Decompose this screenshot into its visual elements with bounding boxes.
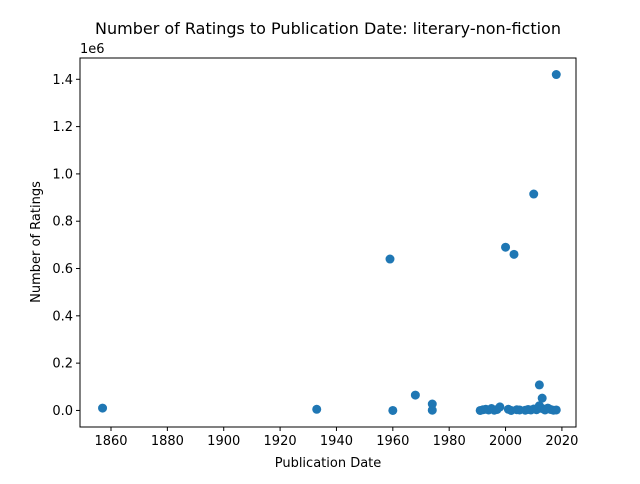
y-tick-label: 0.0 [52, 404, 73, 419]
data-point [427, 405, 437, 415]
data-point [551, 70, 561, 80]
x-tick-label: 1980 [433, 434, 466, 449]
plot-area [98, 70, 561, 415]
data-point [385, 254, 395, 264]
y-tick-label: 1.4 [52, 73, 73, 88]
data-point [427, 399, 437, 409]
y-offset-label: 1e6 [80, 42, 105, 57]
data-point [495, 402, 505, 412]
x-axis: 1860 1880 1900 1920 1940 1960 1980 2000 2020 [94, 427, 578, 449]
data-point [312, 404, 322, 414]
x-tick-label: 1860 [94, 434, 127, 449]
data-point [534, 380, 544, 390]
data-point [388, 405, 398, 415]
x-tick-label: 1880 [151, 434, 184, 449]
data-point [509, 249, 519, 259]
x-tick-label: 1900 [207, 434, 240, 449]
y-tick-label: 1.2 [52, 120, 73, 135]
y-tick-label: 1.0 [52, 167, 73, 182]
data-point [98, 403, 108, 413]
y-tick-label: 0.4 [52, 309, 73, 324]
y-axis-title: Number of Ratings [29, 181, 44, 303]
x-tick-label: 1960 [376, 434, 409, 449]
data-point [410, 390, 420, 400]
axes-frame [79, 57, 577, 428]
y-tick-label: 0.8 [52, 215, 73, 230]
y-axis: 0.0 0.2 0.4 0.6 0.8 1.0 1.2 1.4 [52, 73, 80, 419]
x-tick-label: 2020 [545, 434, 578, 449]
x-tick-label: 2000 [489, 434, 522, 449]
y-tick-label: 0.6 [52, 262, 73, 277]
data-point [501, 242, 511, 252]
x-tick-label: 1920 [264, 434, 297, 449]
y-tick-label: 0.2 [52, 357, 73, 372]
data-point [537, 393, 547, 403]
data-point [529, 189, 539, 199]
chart-title: Number of Ratings to Publication Date: l… [95, 19, 561, 38]
x-tick-label: 1940 [320, 434, 353, 449]
x-axis-title: Publication Date [275, 456, 382, 471]
data-point [551, 405, 561, 415]
